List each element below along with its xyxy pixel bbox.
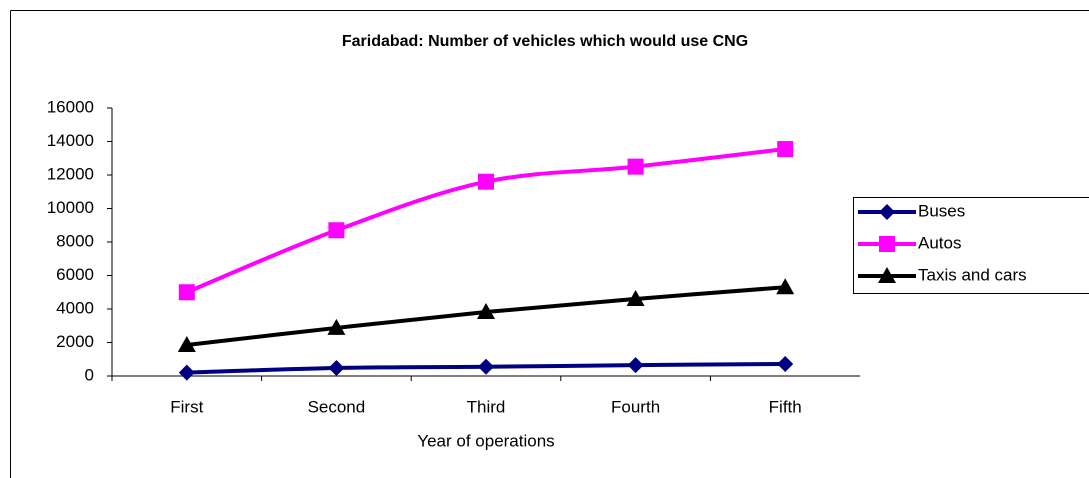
y-tick-label: 16000	[47, 97, 94, 116]
legend-label: Autos	[918, 233, 961, 252]
legend-label: Buses	[918, 201, 965, 220]
data-point	[178, 364, 195, 381]
data-point	[477, 303, 495, 320]
y-tick-label: 14000	[47, 131, 94, 150]
series-line	[186, 147, 786, 295]
data-point	[626, 289, 645, 306]
chart-title: Faridabad: Number of vehicles which woul…	[342, 33, 748, 50]
data-point	[178, 284, 195, 301]
x-tick-label: Fifth	[769, 397, 802, 416]
y-tick-label: 12000	[47, 164, 94, 183]
legend-label: Taxis and cars	[918, 265, 1027, 284]
x-tick-label: Fourth	[611, 397, 660, 416]
y-tick-label: 0	[85, 365, 94, 384]
legend-marker	[878, 267, 896, 283]
legend-marker	[879, 236, 895, 252]
x-tick-label: Second	[308, 397, 366, 416]
data-point	[777, 141, 794, 158]
y-tick-label: 8000	[56, 231, 94, 250]
y-tick-label: 10000	[47, 198, 94, 217]
data-point	[478, 173, 494, 190]
data-point	[328, 222, 345, 239]
data-point	[776, 278, 795, 295]
x-axis-label: Year of operations	[417, 431, 554, 450]
data-point	[478, 358, 494, 375]
data-point	[627, 158, 644, 175]
legend-marker	[879, 204, 895, 220]
data-point	[777, 355, 794, 372]
y-tick-label: 2000	[56, 332, 94, 351]
y-tick-label: 6000	[56, 265, 94, 284]
data-point	[177, 336, 196, 353]
data-point	[327, 318, 346, 335]
data-point	[328, 359, 345, 376]
data-point	[627, 357, 644, 374]
x-tick-label: First	[170, 397, 203, 416]
x-tick-label: Third	[467, 397, 506, 416]
y-tick-label: 4000	[56, 298, 94, 317]
